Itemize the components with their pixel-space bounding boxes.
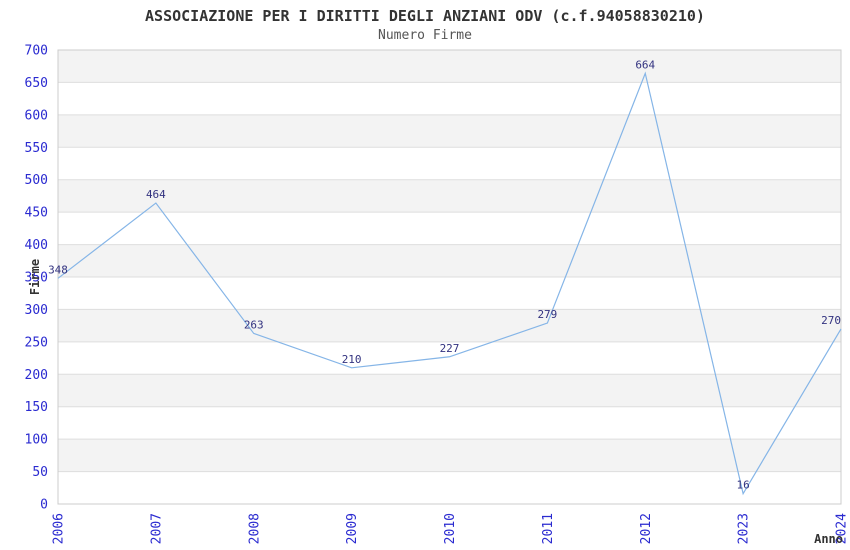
y-tick-label: 150 <box>25 400 48 415</box>
y-tick-label: 0 <box>40 498 48 513</box>
y-tick-label: 400 <box>25 238 48 253</box>
x-tick-label: 2012 <box>639 513 654 544</box>
y-tick-label: 250 <box>25 335 48 350</box>
data-point-label: 464 <box>146 188 166 201</box>
plot-band <box>58 114 841 148</box>
data-point-label: 263 <box>244 318 264 331</box>
x-tick-label: 2008 <box>247 513 262 544</box>
data-point-label: 16 <box>737 479 750 492</box>
x-tick-label: 2011 <box>541 513 556 544</box>
plot-band <box>58 309 841 342</box>
y-axis-title: Firme <box>28 258 42 296</box>
x-tick-label: 2024 <box>835 513 850 544</box>
y-tick-label: 200 <box>25 368 48 383</box>
y-tick-label: 450 <box>25 206 48 221</box>
chart-title: ASSOCIAZIONE PER I DIRITTI DEGLI ANZIANI… <box>145 7 705 25</box>
y-tick-label: 600 <box>25 108 48 123</box>
data-point-label: 348 <box>48 263 68 276</box>
data-point-label: 227 <box>440 342 460 355</box>
plot-band <box>58 179 841 213</box>
data-point-label: 664 <box>635 58 655 71</box>
plot-band <box>58 439 841 472</box>
y-tick-label: 100 <box>25 433 48 448</box>
x-tick-label: 2023 <box>737 513 752 544</box>
x-tick-label: 2009 <box>345 513 360 544</box>
data-point-label: 279 <box>537 308 557 321</box>
line-series <box>57 71 842 496</box>
chart-subtitle: Numero Firme <box>378 28 472 43</box>
y-tick-label: 50 <box>32 465 48 480</box>
y-tick-label: 350 <box>25 271 48 286</box>
data-point-label: 210 <box>342 353 362 366</box>
x-tick-label: 2006 <box>52 513 67 544</box>
y-tick-label: 300 <box>25 303 48 318</box>
plot-border <box>57 49 842 505</box>
y-tick-label: 550 <box>25 141 48 156</box>
x-axis-title: Anno <box>814 532 843 546</box>
y-tick-label: 650 <box>25 76 48 91</box>
plot-band <box>58 374 841 407</box>
x-tick-label: 2010 <box>443 513 458 544</box>
y-tick-label: 500 <box>25 173 48 188</box>
plot-band <box>58 244 841 277</box>
x-tick-label: 2007 <box>149 513 164 544</box>
data-point-label: 270 <box>821 314 841 327</box>
y-tick-label: 700 <box>25 44 48 59</box>
plot-band <box>58 50 841 83</box>
